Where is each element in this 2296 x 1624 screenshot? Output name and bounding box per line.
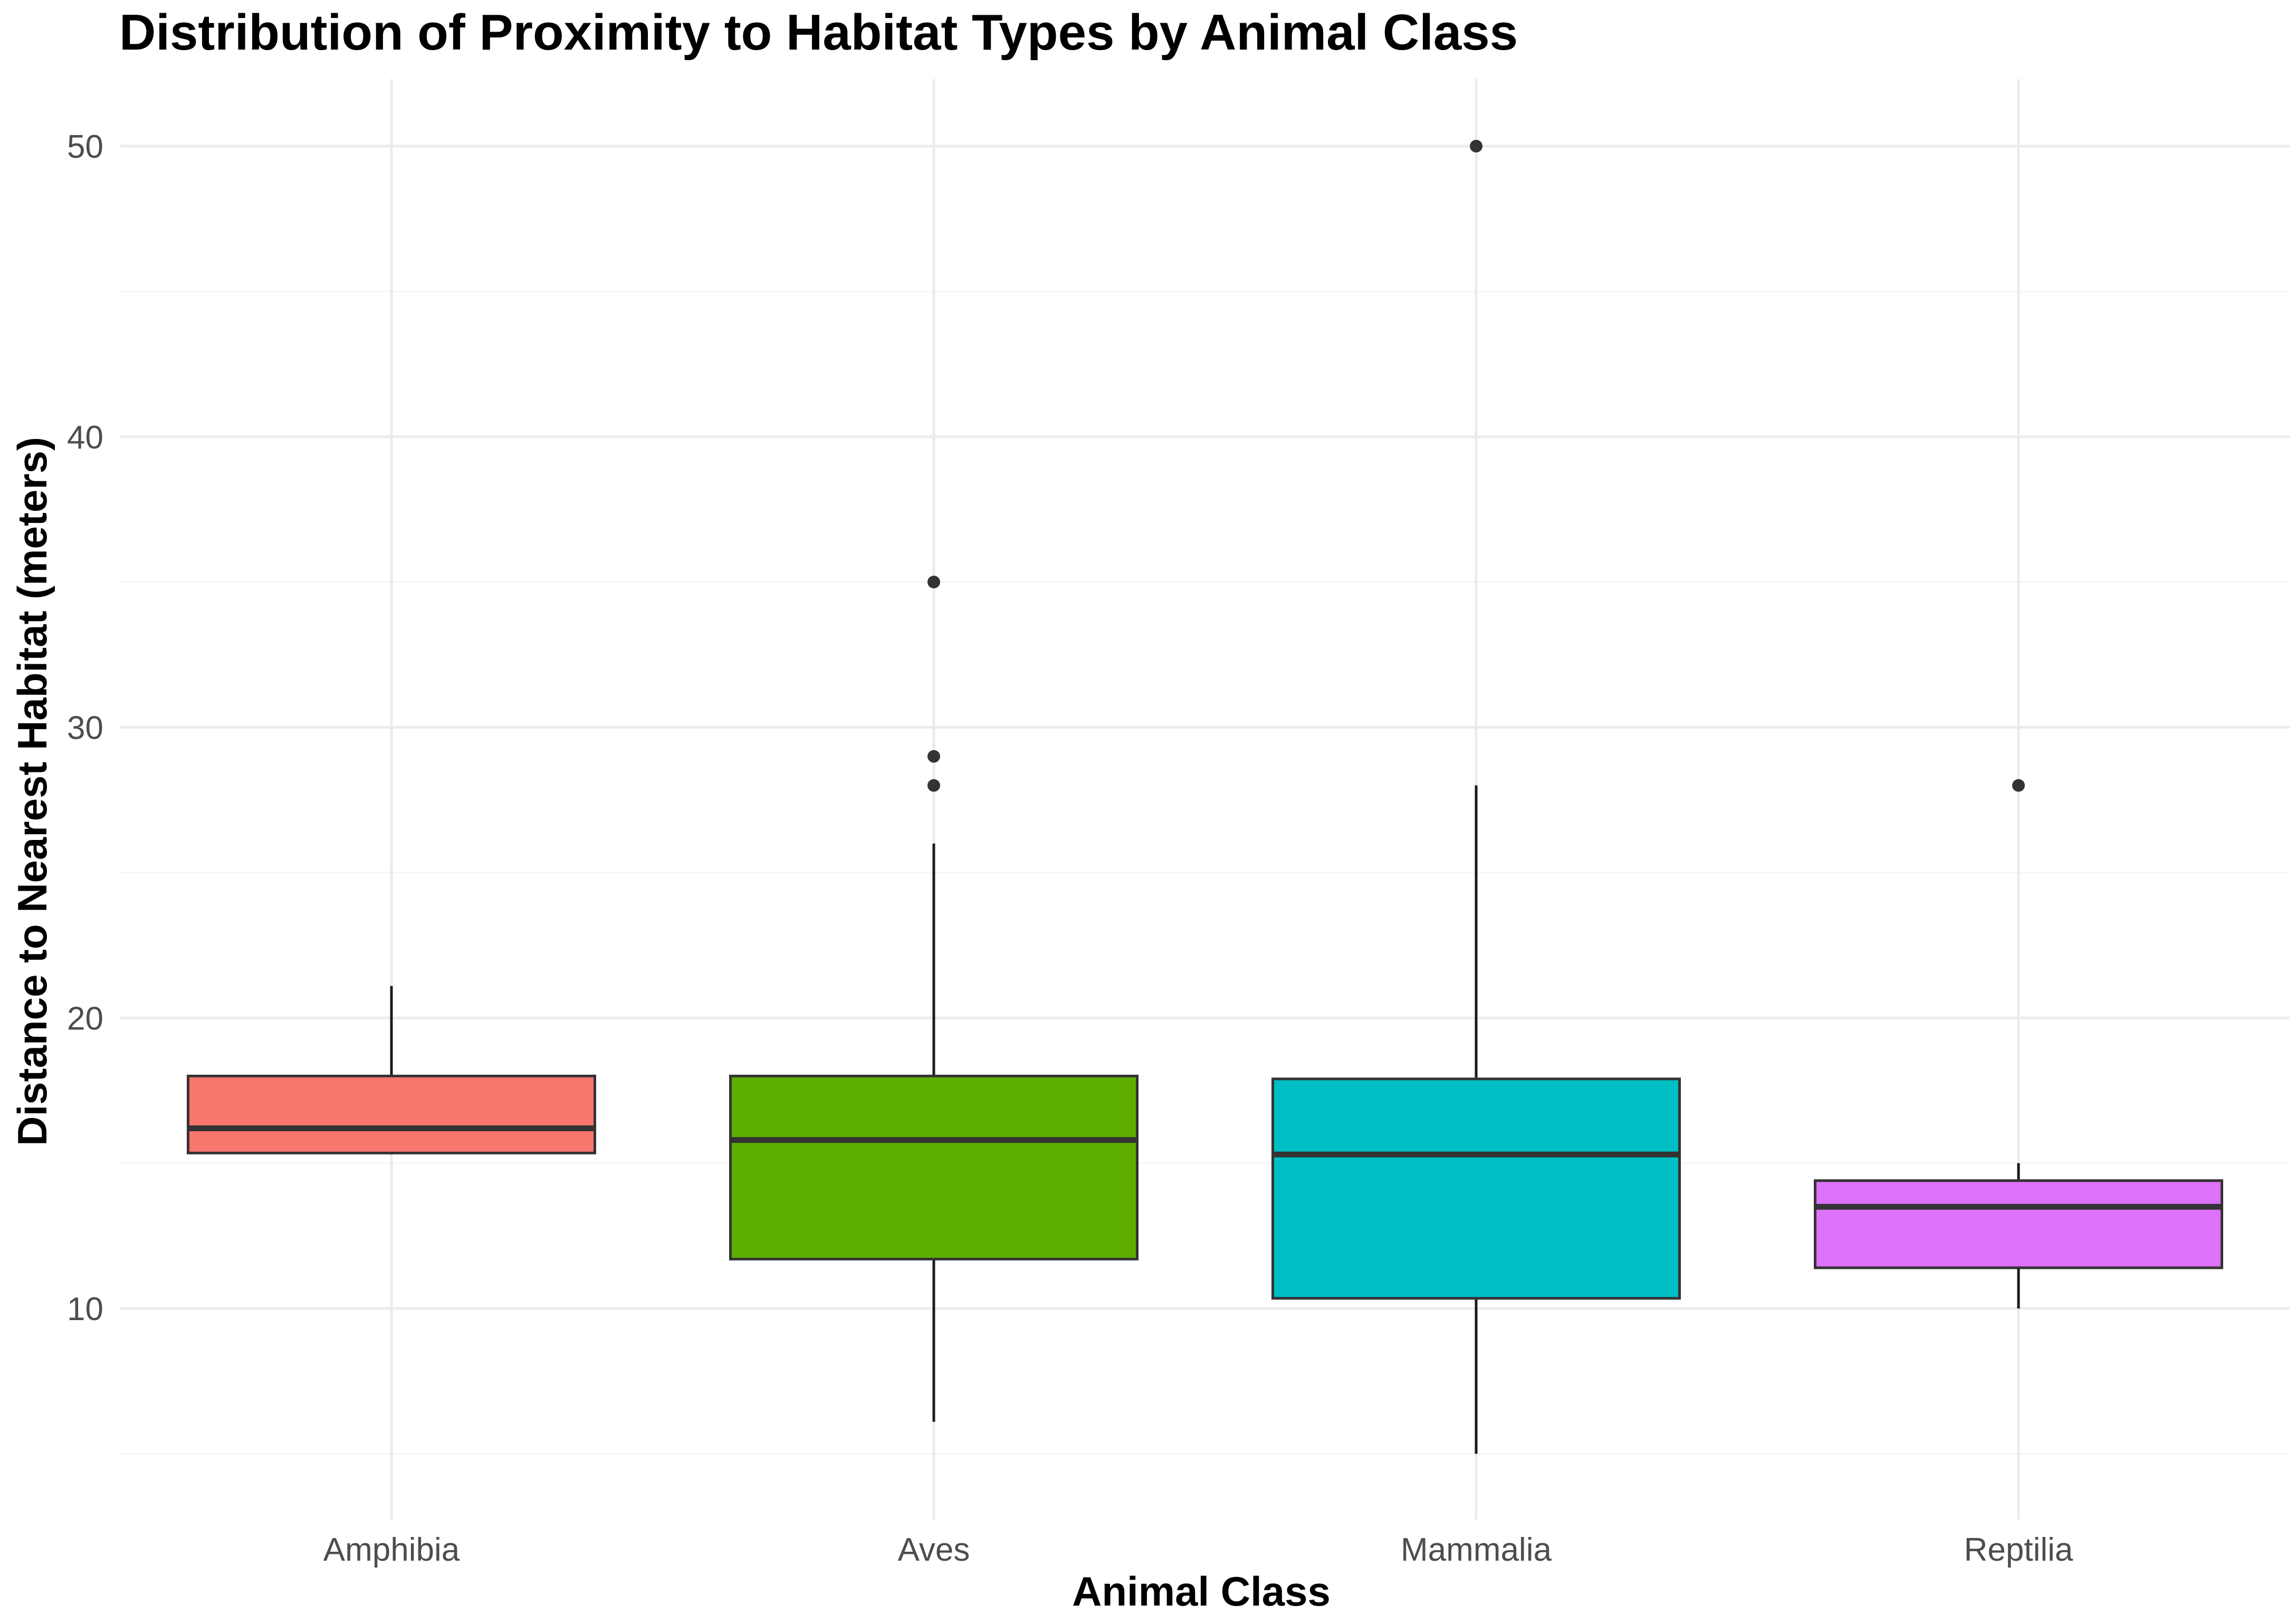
box-mammalia — [1271, 140, 1681, 1454]
marks-layer — [187, 140, 2223, 1454]
x-tick-label: Amphibia — [323, 1532, 460, 1568]
outlier-point — [927, 750, 940, 763]
outlier-point — [927, 779, 940, 792]
y-tick-label: 30 — [67, 710, 103, 747]
grid-layer — [120, 79, 2290, 1520]
iqr-box — [1271, 1077, 1681, 1300]
x-tick-label: Mammalia — [1401, 1532, 1552, 1568]
iqr-box — [729, 1074, 1139, 1260]
box-amphibia — [187, 986, 596, 1155]
chart-title: Distribution of Proximity to Habitat Typ… — [119, 4, 1518, 61]
box-aves — [729, 576, 1139, 1422]
x-tick-label: Aves — [898, 1532, 970, 1568]
iqr-box — [187, 1074, 596, 1154]
y-tick-label: 10 — [67, 1291, 103, 1327]
x-axis-title: Animal Class — [1072, 1568, 1331, 1615]
outlier-point — [2012, 779, 2025, 792]
y-tick-label: 40 — [67, 419, 103, 456]
y-axis-title: Distance to Nearest Habitat (meters) — [9, 437, 55, 1146]
box-reptilia — [1814, 779, 2223, 1308]
iqr-box — [1814, 1179, 2223, 1269]
x-tick-label: Reptilia — [1964, 1532, 2073, 1568]
labels-layer: 10 20 30 40 50 Amphibia Aves Mammalia Reptilia — [67, 129, 2073, 1568]
outlier-point — [1470, 140, 1482, 152]
outlier-point — [927, 576, 940, 589]
y-tick-label: 50 — [67, 129, 103, 165]
y-tick-label: 20 — [67, 1000, 103, 1037]
